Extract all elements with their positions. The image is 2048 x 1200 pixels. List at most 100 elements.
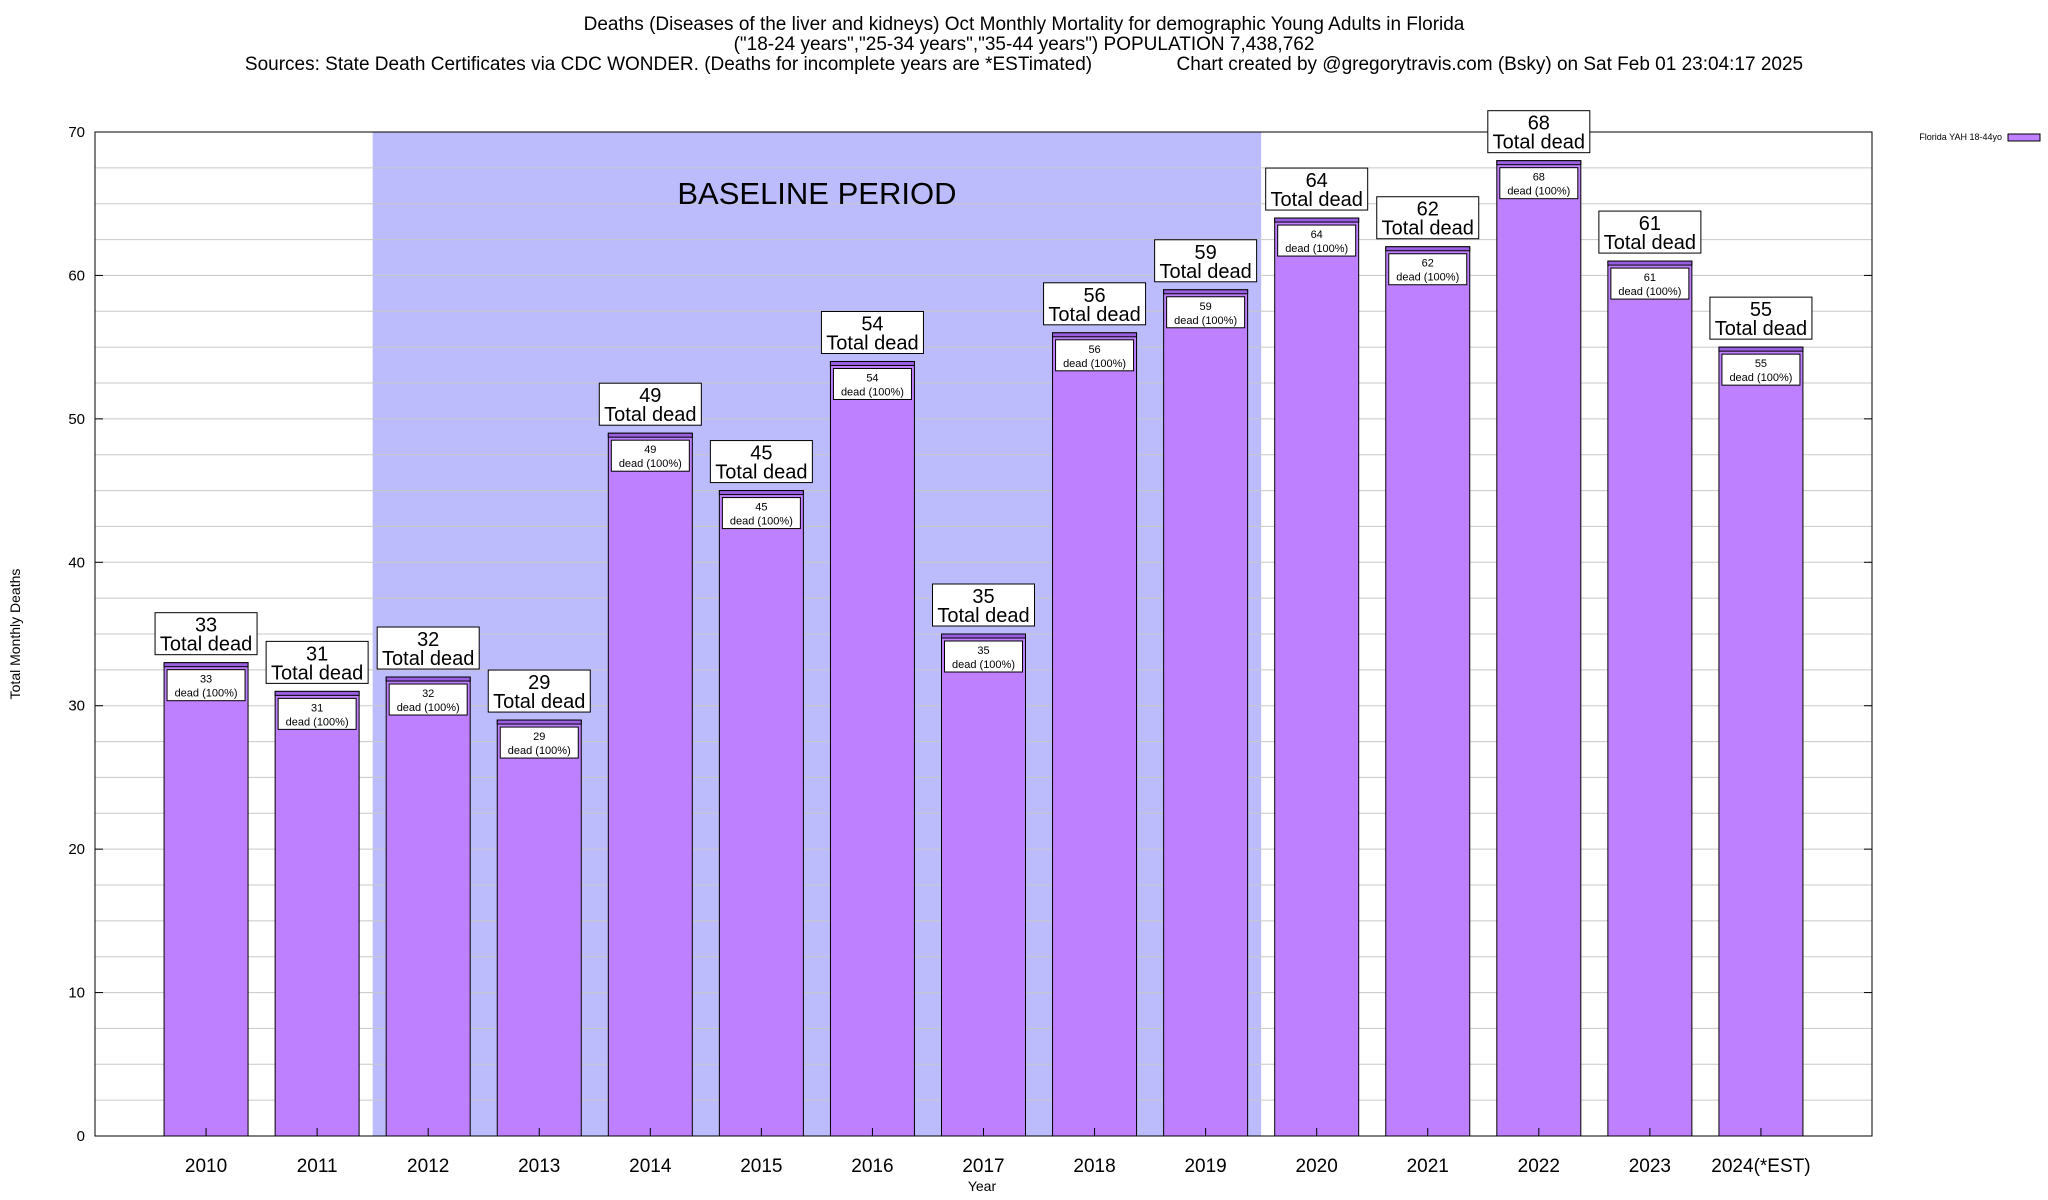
total-value-label: 35 <box>972 586 994 608</box>
x-tick-label: 2024(*EST) <box>1711 1156 1810 1177</box>
inner-value-label: 64 <box>1311 229 1323 241</box>
inner-value-label: 62 <box>1422 258 1434 270</box>
bar <box>718 490 804 1137</box>
inner-percent-label: dead (100%) <box>286 716 349 728</box>
inner-value-label: 56 <box>1088 344 1100 356</box>
x-tick-label: 2014 <box>629 1156 672 1177</box>
inner-value-label: 35 <box>977 645 989 657</box>
total-label-box <box>709 440 813 484</box>
total-value-label: 33 <box>195 615 217 637</box>
x-tick-label: 2012 <box>407 1156 449 1177</box>
inner-label-box <box>832 367 912 400</box>
x-tick-label: 2017 <box>962 1156 1004 1177</box>
y-tick-label: 20 <box>68 841 85 858</box>
bar <box>385 676 471 1137</box>
y-tick-label: 50 <box>68 411 85 428</box>
inner-value-label: 61 <box>1644 272 1656 284</box>
bar <box>607 432 693 1137</box>
total-label-box <box>1265 167 1369 211</box>
total-value-label: 45 <box>750 443 772 465</box>
y-tick-label: 0 <box>77 1128 85 1145</box>
x-tick-label: 2010 <box>185 1156 227 1177</box>
inner-label-box <box>721 497 801 530</box>
total-value-label: 64 <box>1306 170 1328 192</box>
inner-percent-label: dead (100%) <box>952 659 1015 671</box>
x-tick-label: 2021 <box>1407 1156 1449 1177</box>
bar <box>163 662 249 1137</box>
total-value-label: 29 <box>528 672 550 694</box>
bar-cap <box>496 719 582 725</box>
total-label-box <box>598 382 702 426</box>
total-value-label: 49 <box>639 385 661 407</box>
inner-percent-label: dead (100%) <box>1174 315 1237 327</box>
total-label-box <box>1598 210 1702 254</box>
inner-label-box <box>1610 267 1690 300</box>
x-tick-label: 2023 <box>1629 1156 1671 1177</box>
x-tick-label: 2013 <box>518 1156 560 1177</box>
bar-cap <box>1274 217 1360 223</box>
inner-percent-label: dead (100%) <box>175 688 238 700</box>
bar-cap <box>1607 260 1693 266</box>
total-dead-label: Total dead <box>1604 232 1696 254</box>
bar-cap <box>829 360 915 366</box>
bar <box>496 719 582 1137</box>
x-tick-label: 2011 <box>297 1156 338 1177</box>
bar-cap <box>385 676 471 682</box>
inner-percent-label: dead (100%) <box>730 516 793 528</box>
total-label-box <box>820 310 924 354</box>
inner-percent-label: dead (100%) <box>1618 286 1681 298</box>
total-dead-label: Total dead <box>937 605 1029 627</box>
total-label-box <box>932 583 1035 627</box>
total-label-box <box>1487 110 1591 154</box>
inner-percent-label: dead (100%) <box>1285 243 1348 255</box>
inner-label-box <box>1166 296 1246 329</box>
total-label-box <box>1154 239 1258 283</box>
total-value-label: 56 <box>1083 285 1105 307</box>
inner-value-label: 49 <box>644 444 656 456</box>
inner-label-box <box>166 669 246 702</box>
y-tick-label: 10 <box>68 985 85 1002</box>
total-dead-label: Total dead <box>1382 218 1474 240</box>
bar <box>1052 332 1138 1137</box>
bar-cap <box>718 490 804 496</box>
inner-value-label: 29 <box>533 731 545 743</box>
inner-percent-label: dead (100%) <box>1063 358 1126 370</box>
x-tick-label: 2020 <box>1296 1156 1338 1177</box>
total-label-box <box>487 669 591 713</box>
inner-value-label: 32 <box>422 688 434 700</box>
total-value-label: 31 <box>306 643 328 665</box>
x-tick-label: 2022 <box>1518 1156 1560 1177</box>
bar <box>1496 160 1582 1137</box>
inner-value-label: 33 <box>200 674 212 686</box>
total-dead-label: Total dead <box>604 404 696 426</box>
total-value-label: 62 <box>1417 199 1439 221</box>
inner-label-box <box>499 726 579 759</box>
y-tick-label: 30 <box>68 698 85 715</box>
bar <box>941 633 1026 1137</box>
inner-percent-label: dead (100%) <box>619 458 682 470</box>
total-label-box <box>265 640 369 684</box>
total-label-box <box>376 626 480 670</box>
total-value-label: 61 <box>1639 213 1661 235</box>
x-tick-label: 2018 <box>1073 1156 1115 1177</box>
inner-percent-label: dead (100%) <box>1507 186 1570 198</box>
inner-value-label: 54 <box>866 372 878 384</box>
total-dead-label: Total dead <box>160 634 252 656</box>
total-value-label: 68 <box>1528 113 1550 135</box>
total-label-box <box>1709 296 1813 340</box>
legend-label: Florida YAH 18-44yo <box>1919 132 2002 142</box>
inner-percent-label: dead (100%) <box>397 702 460 714</box>
bar <box>274 690 360 1137</box>
inner-label-box <box>277 697 357 730</box>
inner-label-box <box>1277 224 1357 257</box>
inner-percent-label: dead (100%) <box>508 745 571 757</box>
bar-cap <box>1385 246 1471 252</box>
y-axis-title: Total Monthly Deaths <box>7 569 23 700</box>
bar-cap <box>607 432 693 438</box>
bar-cap <box>274 690 360 696</box>
total-dead-label: Total dead <box>826 332 918 354</box>
baseline-label: BASELINE PERIOD <box>677 176 956 211</box>
total-dead-label: Total dead <box>1159 261 1251 283</box>
bar-cap <box>1163 289 1249 295</box>
